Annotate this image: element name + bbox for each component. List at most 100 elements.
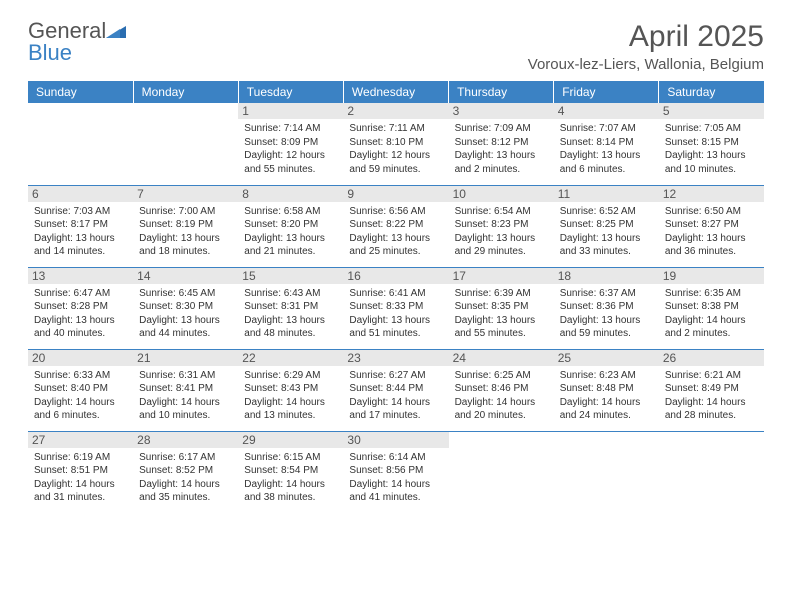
day-details: Sunrise: 7:00 AMSunset: 8:19 PMDaylight:… (139, 205, 232, 259)
daylight-text: Daylight: 13 hours and 2 minutes. (455, 149, 548, 176)
day-details: Sunrise: 7:05 AMSunset: 8:15 PMDaylight:… (665, 122, 758, 176)
daylight-text: Daylight: 13 hours and 55 minutes. (455, 314, 548, 341)
day-details: Sunrise: 7:11 AMSunset: 8:10 PMDaylight:… (349, 122, 442, 176)
day-details: Sunrise: 6:54 AMSunset: 8:23 PMDaylight:… (455, 205, 548, 259)
day-number: 2 (343, 103, 448, 119)
day-details: Sunrise: 7:07 AMSunset: 8:14 PMDaylight:… (560, 122, 653, 176)
day-number: 6 (28, 186, 133, 202)
sunrise-text: Sunrise: 6:27 AM (349, 369, 442, 383)
sunset-text: Sunset: 8:54 PM (244, 464, 337, 478)
day-number: 26 (659, 350, 764, 366)
calendar-cell: 14Sunrise: 6:45 AMSunset: 8:30 PMDayligh… (133, 267, 238, 349)
day-number: 18 (554, 268, 659, 284)
day-number: 24 (449, 350, 554, 366)
day-details: Sunrise: 6:39 AMSunset: 8:35 PMDaylight:… (455, 287, 548, 341)
sunrise-text: Sunrise: 7:09 AM (455, 122, 548, 136)
sunrise-text: Sunrise: 6:21 AM (665, 369, 758, 383)
day-number: 8 (238, 186, 343, 202)
sunset-text: Sunset: 8:41 PM (139, 382, 232, 396)
day-details: Sunrise: 6:58 AMSunset: 8:20 PMDaylight:… (244, 205, 337, 259)
sunrise-text: Sunrise: 6:37 AM (560, 287, 653, 301)
calendar-cell: 16Sunrise: 6:41 AMSunset: 8:33 PMDayligh… (343, 267, 448, 349)
day-number: 15 (238, 268, 343, 284)
day-details: Sunrise: 6:17 AMSunset: 8:52 PMDaylight:… (139, 451, 232, 505)
sunrise-text: Sunrise: 6:33 AM (34, 369, 127, 383)
calendar-row: 20Sunrise: 6:33 AMSunset: 8:40 PMDayligh… (28, 349, 764, 431)
daylight-text: Daylight: 14 hours and 28 minutes. (665, 396, 758, 423)
daylight-text: Daylight: 13 hours and 48 minutes. (244, 314, 337, 341)
sunrise-text: Sunrise: 6:39 AM (455, 287, 548, 301)
day-number: 28 (133, 432, 238, 448)
day-details: Sunrise: 6:41 AMSunset: 8:33 PMDaylight:… (349, 287, 442, 341)
calendar-cell: 3Sunrise: 7:09 AMSunset: 8:12 PMDaylight… (449, 103, 554, 185)
logo-text: General (28, 20, 126, 42)
daylight-text: Daylight: 14 hours and 20 minutes. (455, 396, 548, 423)
day-number: 22 (238, 350, 343, 366)
sunrise-text: Sunrise: 7:05 AM (665, 122, 758, 136)
sunset-text: Sunset: 8:49 PM (665, 382, 758, 396)
day-number: 9 (343, 186, 448, 202)
calendar-cell: 26 Sunrise: 6:21 AMSunset: 8:49 PMDayligh… (659, 349, 764, 431)
sunset-text: Sunset: 8:14 PM (560, 136, 653, 150)
daylight-text: Daylight: 13 hours and 36 minutes. (665, 232, 758, 259)
daylight-text: Daylight: 13 hours and 33 minutes. (560, 232, 653, 259)
day-number: 5 (659, 103, 764, 119)
calendar-cell: 22Sunrise: 6:29 AMSunset: 8:43 PMDayligh… (238, 349, 343, 431)
daylight-text: Daylight: 14 hours and 41 minutes. (349, 478, 442, 505)
sunset-text: Sunset: 8:20 PM (244, 218, 337, 232)
day-details: Sunrise: 6:52 AMSunset: 8:25 PMDaylight:… (560, 205, 653, 259)
day-details: Sunrise: 6:50 AMSunset: 8:27 PMDaylight:… (665, 205, 758, 259)
day-details: Sunrise: 6:33 AMSunset: 8:40 PMDaylight:… (34, 369, 127, 423)
daylight-text: Daylight: 14 hours and 10 minutes. (139, 396, 232, 423)
calendar-cell: 8 Sunrise: 6:58 AMSunset: 8:20 PMDaylight… (238, 185, 343, 267)
day-details: Sunrise: 7:03 AMSunset: 8:17 PMDaylight:… (34, 205, 127, 259)
day-details: Sunrise: 6:19 AMSunset: 8:51 PMDaylight:… (34, 451, 127, 505)
day-details: Sunrise: 6:45 AMSunset: 8:30 PMDaylight:… (139, 287, 232, 341)
sunset-text: Sunset: 8:40 PM (34, 382, 127, 396)
day-number: 19 (659, 268, 764, 284)
sunset-text: Sunset: 8:09 PM (244, 136, 337, 150)
sunset-text: Sunset: 8:23 PM (455, 218, 548, 232)
calendar-cell: 21Sunrise: 6:31 AMSunset: 8:41 PMDayligh… (133, 349, 238, 431)
calendar-cell: 28 Sunrise: 6:17 AMSunset: 8:52 PMDayligh… (133, 431, 238, 513)
sunset-text: Sunset: 8:10 PM (349, 136, 442, 150)
sunrise-text: Sunrise: 6:43 AM (244, 287, 337, 301)
day-details: Sunrise: 6:27 AMSunset: 8:44 PMDaylight:… (349, 369, 442, 423)
daylight-text: Daylight: 13 hours and 51 minutes. (349, 314, 442, 341)
calendar-cell: 18 Sunrise: 6:37 AMSunset: 8:36 PMDayligh… (554, 267, 659, 349)
day-number: 3 (449, 103, 554, 119)
daylight-text: Daylight: 12 hours and 59 minutes. (349, 149, 442, 176)
calendar-row: 27Sunrise: 6:19 AMSunset: 8:51 PMDayligh… (28, 431, 764, 513)
sunset-text: Sunset: 8:22 PM (349, 218, 442, 232)
page-title: April 2025 (528, 20, 764, 54)
sunrise-text: Sunrise: 6:56 AM (349, 205, 442, 219)
day-header: Monday (133, 81, 238, 103)
day-number: 11 (554, 186, 659, 202)
calendar-cell: 10Sunrise: 6:54 AMSunset: 8:23 PMDayligh… (449, 185, 554, 267)
title-block: April 2025 Voroux-lez-Liers, Wallonia, B… (528, 20, 764, 73)
daylight-text: Daylight: 12 hours and 55 minutes. (244, 149, 337, 176)
sunset-text: Sunset: 8:27 PM (665, 218, 758, 232)
calendar-cell (449, 431, 554, 513)
sunset-text: Sunset: 8:15 PM (665, 136, 758, 150)
sunrise-text: Sunrise: 6:54 AM (455, 205, 548, 219)
sunrise-text: Sunrise: 6:15 AM (244, 451, 337, 465)
daylight-text: Daylight: 14 hours and 35 minutes. (139, 478, 232, 505)
day-header-row: SundayMondayTuesdayWednesdayThursdayFrid… (28, 81, 764, 103)
calendar-row: 1Sunrise: 7:14 AMSunset: 8:09 PMDaylight… (28, 103, 764, 185)
day-details: Sunrise: 6:43 AMSunset: 8:31 PMDaylight:… (244, 287, 337, 341)
sunset-text: Sunset: 8:52 PM (139, 464, 232, 478)
day-number: 25 (554, 350, 659, 366)
day-details: Sunrise: 6:56 AMSunset: 8:22 PMDaylight:… (349, 205, 442, 259)
logo: General Blue (28, 20, 126, 64)
calendar-cell (133, 103, 238, 185)
sunset-text: Sunset: 8:36 PM (560, 300, 653, 314)
sunset-text: Sunset: 8:48 PM (560, 382, 653, 396)
calendar-cell: 2 Sunrise: 7:11 AMSunset: 8:10 PMDaylight… (343, 103, 448, 185)
calendar-cell: 12Sunrise: 6:50 AMSunset: 8:27 PMDayligh… (659, 185, 764, 267)
day-details: Sunrise: 7:14 AMSunset: 8:09 PMDaylight:… (244, 122, 337, 176)
calendar-cell: 4Sunrise: 7:07 AMSunset: 8:14 PMDaylight… (554, 103, 659, 185)
daylight-text: Daylight: 13 hours and 29 minutes. (455, 232, 548, 259)
daylight-text: Daylight: 13 hours and 59 minutes. (560, 314, 653, 341)
sunrise-text: Sunrise: 6:25 AM (455, 369, 548, 383)
